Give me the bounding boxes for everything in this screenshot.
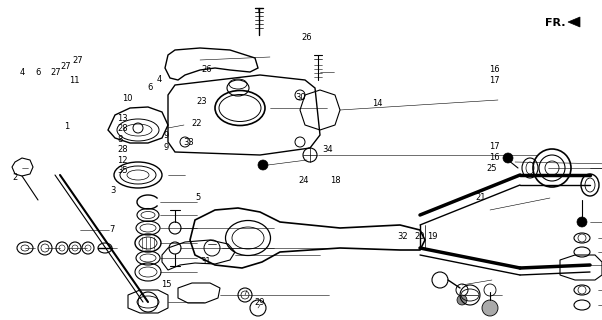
Text: 3: 3 [110, 186, 116, 195]
Text: 7: 7 [110, 225, 115, 234]
Text: 24: 24 [299, 176, 309, 185]
Text: 27: 27 [50, 68, 61, 77]
Text: 29: 29 [254, 298, 264, 307]
Text: 31: 31 [200, 257, 211, 266]
Text: 28: 28 [117, 145, 128, 154]
Circle shape [258, 160, 268, 170]
Text: 20: 20 [414, 232, 424, 241]
Text: 27: 27 [60, 62, 71, 71]
Text: FR.: FR. [545, 18, 565, 28]
Text: 21: 21 [476, 193, 486, 202]
Text: 28: 28 [117, 124, 128, 133]
Text: 14: 14 [372, 99, 382, 108]
Text: 4: 4 [20, 68, 25, 77]
Text: 9: 9 [164, 143, 169, 152]
Text: 26: 26 [301, 33, 312, 42]
Text: 10: 10 [122, 94, 132, 103]
Text: 9: 9 [164, 131, 169, 140]
Circle shape [577, 217, 587, 227]
Text: 6: 6 [147, 83, 153, 92]
Circle shape [503, 153, 513, 163]
Text: 16: 16 [489, 65, 500, 74]
Circle shape [482, 300, 498, 316]
Text: 19: 19 [427, 232, 438, 241]
Text: 35: 35 [117, 166, 128, 175]
Text: 32: 32 [397, 232, 408, 241]
Text: 17: 17 [489, 76, 500, 85]
Text: 16: 16 [489, 153, 500, 162]
Text: 13: 13 [117, 114, 128, 123]
Text: 25: 25 [486, 164, 497, 173]
Text: 18: 18 [330, 176, 341, 185]
Circle shape [457, 295, 467, 305]
Text: 27: 27 [72, 56, 83, 65]
Text: 6: 6 [35, 68, 40, 77]
Text: 34: 34 [322, 145, 333, 154]
Polygon shape [568, 17, 580, 27]
Text: 1: 1 [64, 122, 70, 131]
Text: 12: 12 [117, 156, 128, 164]
Text: 5: 5 [196, 193, 201, 202]
Text: 8: 8 [117, 135, 123, 144]
Text: 23: 23 [197, 97, 208, 106]
Text: 11: 11 [69, 76, 79, 85]
Text: 2: 2 [12, 173, 17, 182]
Text: 33: 33 [184, 138, 194, 147]
Text: 26: 26 [202, 65, 213, 74]
Text: 30: 30 [295, 93, 306, 102]
Text: 15: 15 [161, 280, 172, 289]
Text: 4: 4 [157, 75, 162, 84]
Text: 22: 22 [191, 119, 202, 128]
Text: 17: 17 [489, 142, 500, 151]
